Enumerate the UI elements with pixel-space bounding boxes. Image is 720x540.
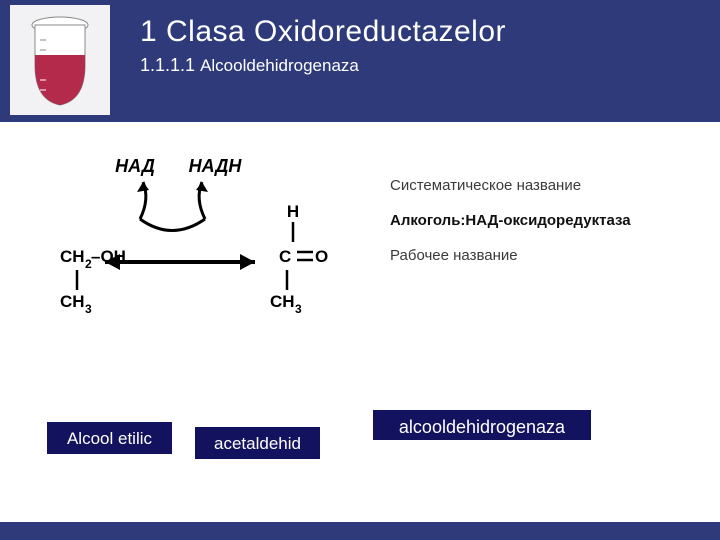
working-label: Рабочее название [390, 247, 700, 264]
product-bottom: CH [270, 292, 295, 311]
svg-text:O: O [315, 247, 328, 266]
label-acetaldehid: acetaldehid [195, 427, 320, 459]
svg-text:–OH: –OH [91, 247, 126, 266]
cofactor-nad: НАД [115, 156, 155, 176]
header-text-block: 1 Clasa Oxidoreductazelor 1.1.1.1 Alcool… [140, 15, 506, 76]
systematic-label: Систематическое название [390, 177, 700, 194]
footer-bar [0, 522, 720, 540]
systematic-name: Алкоголь:НАД-оксидоредуктаза [390, 212, 700, 229]
svg-text:3: 3 [85, 302, 92, 316]
slide-header: 1 Clasa Oxidoreductazelor 1.1.1.1 Alcool… [0, 0, 720, 122]
header-subtitle-code: 1.1.1.1 [140, 55, 195, 75]
reaction-diagram: НАД НАДН CH 2 –OH CH 3 H C O [55, 152, 355, 327]
product-mid: C [279, 247, 291, 266]
label-alcool-etilic: Alcool etilic [47, 422, 172, 454]
header-subtitle-name: Alcooldehidrogenaza [200, 56, 359, 75]
cofactor-nadh: НАДН [189, 156, 243, 176]
svg-text:3: 3 [295, 302, 302, 316]
names-block: Систематическое название Алкоголь:НАД-ок… [390, 177, 700, 264]
reactant-top: CH [60, 247, 85, 266]
slide-body: НАД НАДН CH 2 –OH CH 3 H C O [0, 122, 720, 522]
product-h: H [287, 202, 299, 221]
header-subtitle: 1.1.1.1 Alcooldehidrogenaza [140, 55, 506, 76]
reactant-bottom: CH [60, 292, 85, 311]
header-title: 1 Clasa Oxidoreductazelor [140, 15, 506, 49]
beaker-image [10, 5, 110, 115]
label-alcooldehidrogenaza: alcooldehidrogenaza [373, 410, 591, 440]
